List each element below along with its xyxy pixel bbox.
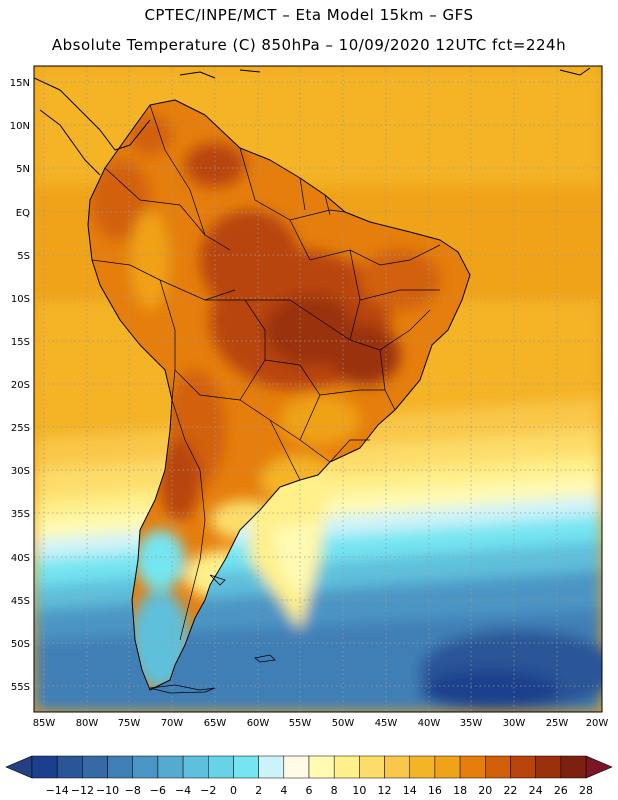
colorbar: −14 −12 −10 −8 −6 −4 −2 0 2 4 6 8 10 12 14 16 18 20 22 24 26… [5, 755, 613, 797]
lat-tick-label: 15S [11, 337, 30, 348]
colorbar-label: 16 [428, 784, 442, 797]
colorbar-swatch [182, 755, 209, 779]
colorbar-label: −6 [150, 784, 166, 797]
colorbar-swatch [258, 755, 285, 779]
lon-tick-label: 40W [418, 718, 441, 729]
colorbar-swatch [333, 755, 360, 779]
colorbar-swatch [31, 755, 58, 779]
colorbar-label: 6 [306, 784, 313, 797]
colorbar-label: 20 [478, 784, 492, 797]
lon-tick-label: 30W [503, 718, 526, 729]
lat-tick-label: 55S [11, 682, 30, 693]
lat-tick-label: 10N [10, 121, 30, 132]
colorbar-swatch [384, 755, 410, 779]
lat-tick-label: 30S [11, 466, 30, 477]
colorbar-label: −2 [200, 784, 216, 797]
colorbar-under-arrow [5, 755, 33, 779]
colorbar-swatch [208, 755, 234, 779]
colorbar-label: 24 [529, 784, 543, 797]
lon-tick-label: 70W [161, 718, 184, 729]
colorbar-swatch [459, 755, 486, 779]
latitude-axis: 15N 10N 5N EQ 5S 10S 15S 20S 25S 30S 35S… [10, 78, 30, 693]
chart-title-line-1: CPTEC/INPE/MCT – Eta Model 15km – GFS [144, 6, 474, 24]
colorbar-swatch [56, 755, 83, 779]
colorbar-swatch [535, 755, 562, 779]
lat-tick-label: 20S [11, 380, 30, 391]
colorbar-swatch [82, 755, 108, 779]
lon-tick-label: 25W [546, 718, 569, 729]
colorbar-label: 14 [403, 784, 417, 797]
longitude-axis: 85W 80W 75W 70W 65W 60W 55W 50W 45W 40W … [33, 718, 609, 729]
lon-tick-label: 85W [33, 718, 56, 729]
colorbar-label: 2 [255, 784, 262, 797]
colorbar-label: 0 [230, 784, 237, 797]
lon-tick-label: 55W [289, 718, 312, 729]
colorbar-label: 28 [579, 784, 593, 797]
lat-tick-label: 15N [10, 78, 30, 89]
lon-tick-label: 80W [76, 718, 99, 729]
colorbar-swatch [308, 755, 335, 779]
colorbar-swatch [132, 755, 159, 779]
colorbar-label: 4 [280, 784, 287, 797]
colorbar-label: 10 [352, 784, 366, 797]
lon-tick-label: 50W [332, 718, 355, 729]
lat-tick-label: 40S [11, 553, 30, 564]
colorbar-over-arrow [585, 755, 613, 779]
lon-tick-label: 35W [460, 718, 483, 729]
colorbar-swatch [434, 755, 461, 779]
colorbar-swatch [510, 755, 536, 779]
chart-title-line-2: Absolute Temperature (C) 850hPa – 10/09/… [51, 36, 567, 54]
lon-tick-label: 75W [118, 718, 141, 729]
graticule [34, 66, 602, 712]
colorbar-label: −8 [125, 784, 141, 797]
colorbar-swatch [283, 755, 310, 779]
lat-tick-label: 5N [16, 164, 30, 175]
lat-tick-label: EQ [16, 208, 30, 219]
colorbar-label: 8 [331, 784, 338, 797]
colorbar-label: −14 [46, 784, 69, 797]
colorbar-label: −4 [175, 784, 191, 797]
colorbar-label: −12 [71, 784, 94, 797]
colorbar-swatch [560, 755, 587, 779]
colorbar-swatch [157, 755, 184, 779]
colorbar-swatch [485, 755, 511, 779]
country-borders [91, 104, 441, 641]
colorbar-swatch [359, 755, 385, 779]
lat-tick-label: 45S [11, 596, 30, 607]
colorbar-label: 12 [378, 784, 392, 797]
lon-tick-label: 65W [204, 718, 227, 729]
lat-tick-label: 35S [11, 509, 30, 520]
lon-tick-label: 20W [586, 718, 609, 729]
lat-tick-label: 10S [11, 294, 30, 305]
colorbar-swatch [107, 755, 133, 779]
colorbar-swatch [233, 755, 259, 779]
colorbar-label: 22 [503, 784, 517, 797]
coastlines [34, 67, 591, 691]
lat-tick-label: 5S [17, 251, 30, 262]
lon-tick-label: 60W [247, 718, 270, 729]
colorbar-label: −10 [96, 784, 119, 797]
colorbar-label: 26 [554, 784, 568, 797]
lat-tick-label: 25S [11, 423, 30, 434]
lon-tick-label: 45W [375, 718, 398, 729]
map-frame [33, 65, 603, 713]
colorbar-swatch [409, 755, 436, 779]
lat-tick-label: 50S [11, 639, 30, 650]
colorbar-label: 18 [453, 784, 467, 797]
